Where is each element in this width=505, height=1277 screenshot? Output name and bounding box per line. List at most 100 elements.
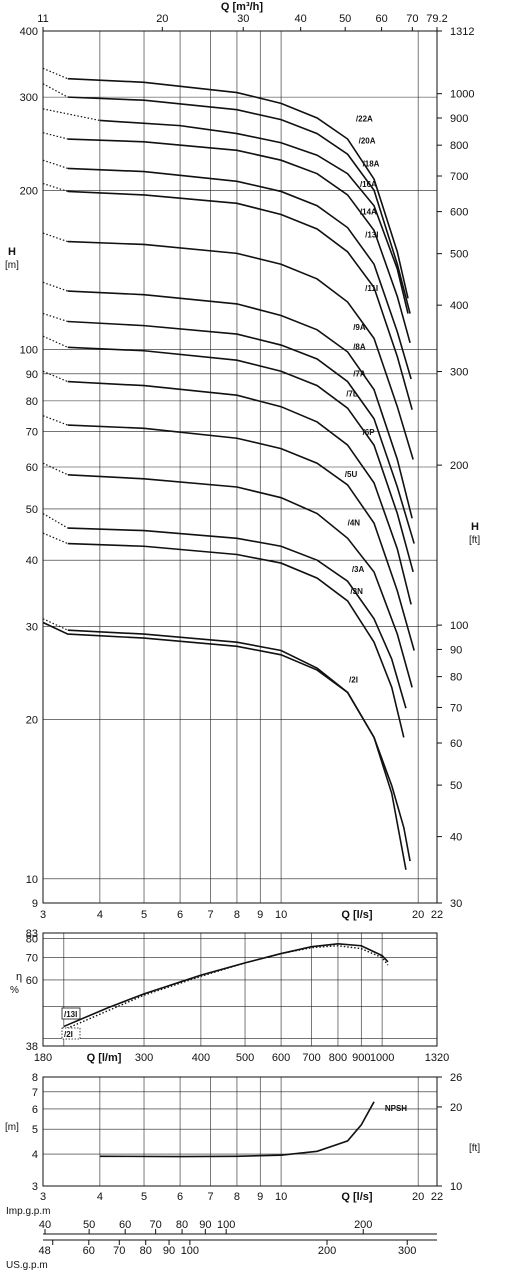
y-tick-label: 70 (26, 953, 38, 965)
right-tick-label: 90 (450, 644, 462, 656)
curve-label: /18A (363, 159, 380, 168)
curve-start-dotted (42, 83, 69, 98)
x-tick-label: 900 (352, 1052, 370, 1064)
npsh-chart: 3 4 5 6 7 8 9 10 20 22 Q [l/s] 3 4 5 6 7 8 [m] 10 20 26 [ft] N… (5, 1072, 480, 1203)
right-tick-label: 20 (450, 1102, 462, 1114)
head-curve (67, 77, 409, 299)
right-tick-label: 1312 (450, 26, 474, 38)
head-curve (67, 629, 407, 870)
y-tick-label: 200 (20, 185, 38, 197)
curve-start-dotted (42, 281, 68, 292)
plot-frame (42, 932, 438, 1047)
y-axis-unit: % (10, 985, 19, 996)
top-tick-label: 79.2 (426, 13, 447, 25)
y-tick-label: 90 (26, 369, 38, 381)
curve-start-dotted (42, 370, 68, 383)
curve-label: /3A (352, 565, 365, 574)
head-curve (42, 621, 411, 862)
curve-label: /7A (353, 369, 366, 378)
curve-label: /22A (356, 114, 373, 123)
x-tick-label: 800 (329, 1052, 347, 1064)
x-tick-label: 22 (431, 909, 443, 921)
gpm-tick-label: 60 (119, 1219, 131, 1231)
plot-frame (42, 30, 438, 904)
y-tick-label: 38 (26, 1041, 38, 1053)
head-curve (67, 542, 405, 738)
gpm-tick-label: 40 (39, 1219, 51, 1231)
gpm-tick-label: 90 (163, 1245, 175, 1257)
head-curve (67, 190, 413, 410)
curve-label: /16A (360, 180, 377, 189)
y-tick-label: 6 (32, 1104, 38, 1116)
y-axis-unit: [m] (5, 1122, 19, 1133)
head-curve (67, 290, 413, 519)
x-axis-label: Q [l/s] (341, 909, 373, 921)
y-axis-label: H (8, 246, 16, 258)
y-tick-label: 10 (26, 874, 38, 886)
y-axis-label: η (16, 971, 22, 983)
head-curve (67, 473, 413, 688)
curve-start-dotted (42, 182, 68, 193)
curve-label: /11I (365, 284, 378, 293)
right-tick-label: 900 (450, 113, 468, 125)
right-axis-unit: [ft] (469, 1143, 480, 1154)
top-tick-label: 11 (37, 13, 48, 25)
x-tick-label: 5 (141, 1191, 147, 1203)
curve-label: /7L (346, 390, 358, 399)
y-tick-label: 100 (20, 345, 38, 357)
head-curve (67, 96, 411, 314)
curve-label: /9A (353, 323, 366, 332)
x-tick-label: 3 (40, 909, 46, 921)
top-tick-label: 60 (375, 13, 387, 25)
x-tick-label: 4 (97, 1191, 103, 1203)
right-axis-label: H (471, 521, 479, 533)
curve-start-dotted (42, 67, 68, 80)
gpm-tick-label: 100 (181, 1245, 199, 1257)
gpm-tick-label: 100 (217, 1219, 235, 1231)
x-tick-label: 1000 (370, 1052, 394, 1064)
curve-label: /13I (365, 230, 378, 239)
curve-start-dotted (42, 108, 101, 122)
head-curve (67, 138, 411, 344)
gpm-tick-label: 70 (150, 1219, 162, 1231)
gpm-tick-label: 200 (318, 1245, 336, 1257)
x-tick-label: 7 (207, 1191, 213, 1203)
top-tick-label: 30 (237, 13, 249, 25)
curve-label: /8A (353, 343, 366, 352)
head-curve (67, 320, 415, 544)
y-tick-label: 7 (32, 1087, 38, 1099)
x-tick-label: 10 (275, 1191, 287, 1203)
curve-start-dotted (42, 462, 69, 476)
gpm-scales: 40 50 60 70 80 90 100 200 Imp.g.p.m 48 60 70 80 90 100… (6, 1206, 437, 1271)
curve-label: /4N (348, 519, 361, 528)
x-tick-label: 8 (234, 1191, 240, 1203)
efficiency-chart: 180 300 400 500 600 700 800 900 1000 1320 Q [l/m] 3… (10, 928, 449, 1064)
right-tick-label: 40 (450, 832, 462, 844)
y-tick-label: 9 (32, 898, 38, 910)
top-tick-label: 70 (406, 13, 418, 25)
y-tick-label: 60 (26, 975, 38, 987)
x-tick-label: 500 (236, 1052, 254, 1064)
right-tick-label: 10 (450, 1181, 462, 1193)
gpm-tick-label: 300 (398, 1245, 416, 1257)
curve-label: /20A (359, 137, 376, 146)
right-tick-label: 500 (450, 249, 468, 261)
right-axis-unit: [ft] (469, 535, 480, 546)
y-tick-label: 8 (32, 1072, 38, 1084)
gpm-tick-label: 200 (354, 1219, 372, 1231)
right-tick-label: 200 (450, 460, 468, 472)
gpm-tick-label: 70 (113, 1245, 125, 1257)
right-tick-label: 1000 (450, 89, 474, 101)
right-tick-label: 26 (450, 1072, 462, 1084)
y-tick-label: 4 (32, 1149, 38, 1161)
plot-frame (42, 1076, 438, 1187)
right-tick-label: 30 (450, 898, 462, 910)
x-tick-label: 180 (34, 1052, 52, 1064)
y-tick-label: 5 (32, 1124, 38, 1136)
x-tick-label: 600 (272, 1052, 290, 1064)
efficiency-curve (63, 945, 389, 1031)
gpm-tick-label: 50 (83, 1219, 95, 1231)
curve-label: /5U (345, 470, 358, 479)
head-curve (67, 240, 414, 460)
x-tick-label: 20 (412, 909, 424, 921)
